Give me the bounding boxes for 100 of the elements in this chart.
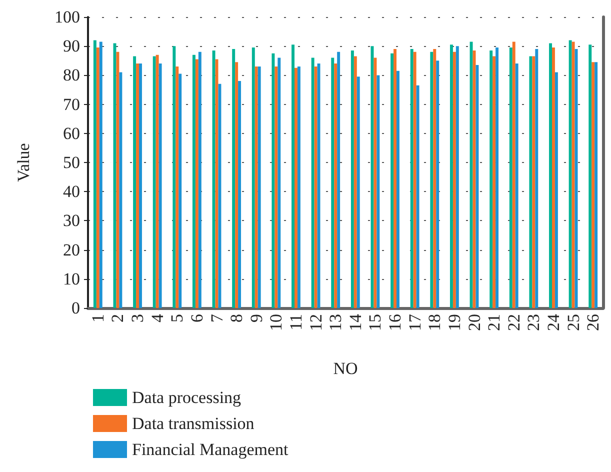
bar xyxy=(456,46,459,308)
y-tick-label: 70 xyxy=(63,94,80,114)
x-tick-label: 21 xyxy=(484,314,504,331)
bar xyxy=(572,42,575,308)
bar xyxy=(496,48,499,308)
bar xyxy=(588,44,592,308)
bar xyxy=(509,48,512,308)
bar xyxy=(232,49,236,308)
bar xyxy=(314,66,318,308)
y-axis-title: Value xyxy=(14,143,33,182)
bar xyxy=(195,59,198,308)
bar xyxy=(430,52,434,308)
bar xyxy=(512,42,516,308)
bar xyxy=(254,66,258,308)
bar xyxy=(297,66,300,308)
bar xyxy=(116,52,120,308)
y-tick-label: 30 xyxy=(63,211,80,230)
y-tick-label: 20 xyxy=(63,240,80,260)
bar xyxy=(394,49,397,308)
bar xyxy=(476,65,479,308)
bar xyxy=(212,50,216,308)
x-tick-label: 17 xyxy=(405,314,424,331)
x-tick-label: 12 xyxy=(306,314,326,331)
bar xyxy=(93,40,96,308)
y-tick-label: 10 xyxy=(63,269,80,288)
bar xyxy=(334,64,338,308)
bar xyxy=(152,56,156,308)
bar xyxy=(416,85,420,308)
bar xyxy=(311,58,314,308)
y-tick-label: 80 xyxy=(63,66,80,85)
x-axis-title: NO xyxy=(333,359,358,378)
bar xyxy=(278,58,281,308)
bar xyxy=(356,76,360,308)
bar xyxy=(470,42,473,308)
legend-label: Data transmission xyxy=(132,414,255,433)
bar xyxy=(156,54,159,308)
bar xyxy=(235,62,238,308)
bar xyxy=(552,48,555,308)
bar xyxy=(549,43,552,308)
bar xyxy=(133,56,136,308)
bar xyxy=(96,48,100,308)
bar xyxy=(176,66,179,308)
x-tick-label: 10 xyxy=(266,314,286,331)
y-tick-label: 60 xyxy=(63,124,80,143)
bar xyxy=(450,44,453,308)
x-tick-label: 3 xyxy=(128,314,148,322)
bar xyxy=(119,72,122,308)
x-tick-label: 20 xyxy=(464,314,484,331)
bar xyxy=(294,68,298,308)
bar xyxy=(535,49,538,308)
x-tick-label: 5 xyxy=(168,314,187,322)
x-tick-label: 16 xyxy=(386,314,405,331)
bar xyxy=(390,53,394,308)
bar xyxy=(413,52,416,308)
bar xyxy=(433,49,436,308)
legend-label: Financial Management xyxy=(132,440,289,459)
x-tick-label: 9 xyxy=(246,314,266,322)
bar xyxy=(568,40,572,308)
bar xyxy=(529,56,532,308)
bar xyxy=(292,44,294,308)
y-tick-label: 100 xyxy=(54,8,80,26)
bar xyxy=(331,58,334,308)
bar xyxy=(272,53,275,308)
x-tick-label: 24 xyxy=(544,314,563,331)
bar xyxy=(374,58,377,308)
x-tick-label: 19 xyxy=(444,314,464,331)
bar xyxy=(139,64,142,308)
y-tick-label: 40 xyxy=(63,182,80,202)
x-tick-label: 8 xyxy=(227,314,246,322)
bar xyxy=(452,52,456,308)
x-tick-label: 14 xyxy=(346,314,365,331)
bar xyxy=(350,50,354,308)
y-tick-label: 50 xyxy=(63,153,80,172)
bar xyxy=(158,64,162,308)
legend-label: Data processing xyxy=(132,388,242,407)
bar xyxy=(192,54,196,308)
x-tick-label: 23 xyxy=(524,314,544,331)
x-tick-label: 1 xyxy=(88,314,108,322)
x-tick-label: 2 xyxy=(108,314,128,322)
x-tick-label: 13 xyxy=(326,314,346,331)
x-tick-label: 6 xyxy=(187,314,206,322)
y-tick-label: 0 xyxy=(72,298,80,318)
bar xyxy=(274,66,278,308)
bar xyxy=(515,64,518,308)
x-tick-label: 22 xyxy=(504,314,524,331)
bar xyxy=(99,42,102,308)
bar xyxy=(258,66,261,308)
bar xyxy=(376,75,380,308)
bar xyxy=(396,70,400,308)
bar xyxy=(594,62,598,308)
bar xyxy=(532,56,536,308)
bar xyxy=(178,74,182,308)
x-tick-label: 25 xyxy=(564,314,583,331)
bar xyxy=(337,52,340,308)
bar xyxy=(218,84,222,308)
bar xyxy=(410,49,414,308)
bar xyxy=(592,62,595,308)
bar xyxy=(252,48,255,308)
bar xyxy=(354,56,357,308)
x-tick-label: 18 xyxy=(425,314,444,331)
